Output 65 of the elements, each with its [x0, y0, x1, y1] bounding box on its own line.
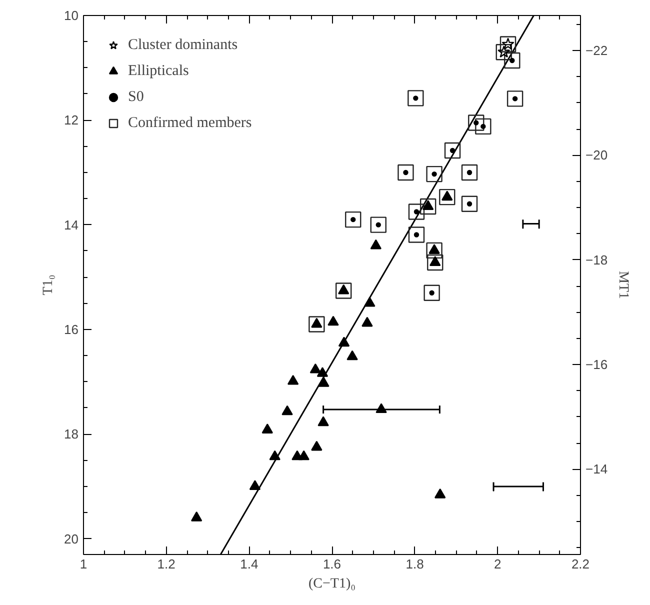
- y-tick-label: 10: [64, 8, 79, 23]
- y-tick-label: 12: [64, 112, 79, 128]
- point: [506, 90, 524, 107]
- point: [338, 336, 350, 347]
- point: [475, 118, 492, 135]
- point: [398, 164, 414, 181]
- point: [408, 226, 425, 243]
- point: [310, 363, 322, 374]
- point: [249, 480, 261, 490]
- legend-label: Ellipticals: [128, 62, 189, 80]
- point: [427, 254, 444, 271]
- point: [308, 316, 325, 332]
- x-tick-label: 1.4: [240, 556, 258, 572]
- point: [346, 350, 358, 360]
- x-tick-label: 2.2: [571, 556, 590, 572]
- x-axis-title: (C−T1)₀: [308, 576, 356, 592]
- point: [328, 316, 339, 326]
- point: [468, 114, 484, 131]
- point: [408, 204, 425, 220]
- point: [262, 424, 273, 434]
- y2-tick-label: −18: [586, 252, 608, 268]
- legend-label: S0: [128, 88, 145, 106]
- point: [408, 90, 424, 106]
- y-axis-title: T1₀: [41, 274, 56, 296]
- x-tick-label: 1.6: [322, 556, 342, 572]
- x-tick-label: 2: [494, 556, 502, 572]
- legend-label: Cluster dominants: [128, 36, 238, 54]
- y2-tick-label: −20: [586, 148, 608, 163]
- x-tick-label: 1.8: [406, 556, 424, 572]
- point: [461, 196, 478, 212]
- point: [370, 239, 382, 250]
- point: [311, 440, 322, 451]
- point: [190, 511, 202, 522]
- point: [298, 450, 310, 460]
- y2-tick-label: −22: [586, 43, 608, 58]
- point: [426, 242, 442, 259]
- legend-label: Confirmed members: [128, 114, 252, 132]
- y-tick-label: 16: [64, 322, 79, 337]
- point: [426, 166, 442, 182]
- point: [282, 405, 293, 416]
- point: [504, 52, 520, 69]
- point: [345, 211, 362, 228]
- point: [434, 488, 446, 498]
- y-tick-label: 14: [64, 217, 79, 232]
- y2-tick-label: −16: [586, 357, 608, 372]
- y-tick-label: 20: [64, 531, 79, 546]
- point: [318, 416, 329, 426]
- point: [269, 450, 280, 460]
- point: [461, 164, 478, 181]
- point: [439, 188, 456, 206]
- point: [335, 282, 352, 299]
- point: [370, 216, 386, 233]
- y2-axis-title: MT1: [616, 271, 631, 299]
- y2-tick-label: −14: [586, 462, 608, 477]
- point: [316, 367, 328, 377]
- point: [362, 316, 373, 327]
- x-tick-label: 1: [80, 556, 88, 572]
- point: [424, 284, 440, 301]
- point: [444, 142, 461, 159]
- point: [364, 296, 376, 307]
- y-tick-label: 18: [64, 426, 79, 442]
- point: [318, 377, 330, 387]
- point: [420, 198, 436, 215]
- x-tick-label: 1.2: [157, 556, 176, 572]
- point: [287, 374, 299, 385]
